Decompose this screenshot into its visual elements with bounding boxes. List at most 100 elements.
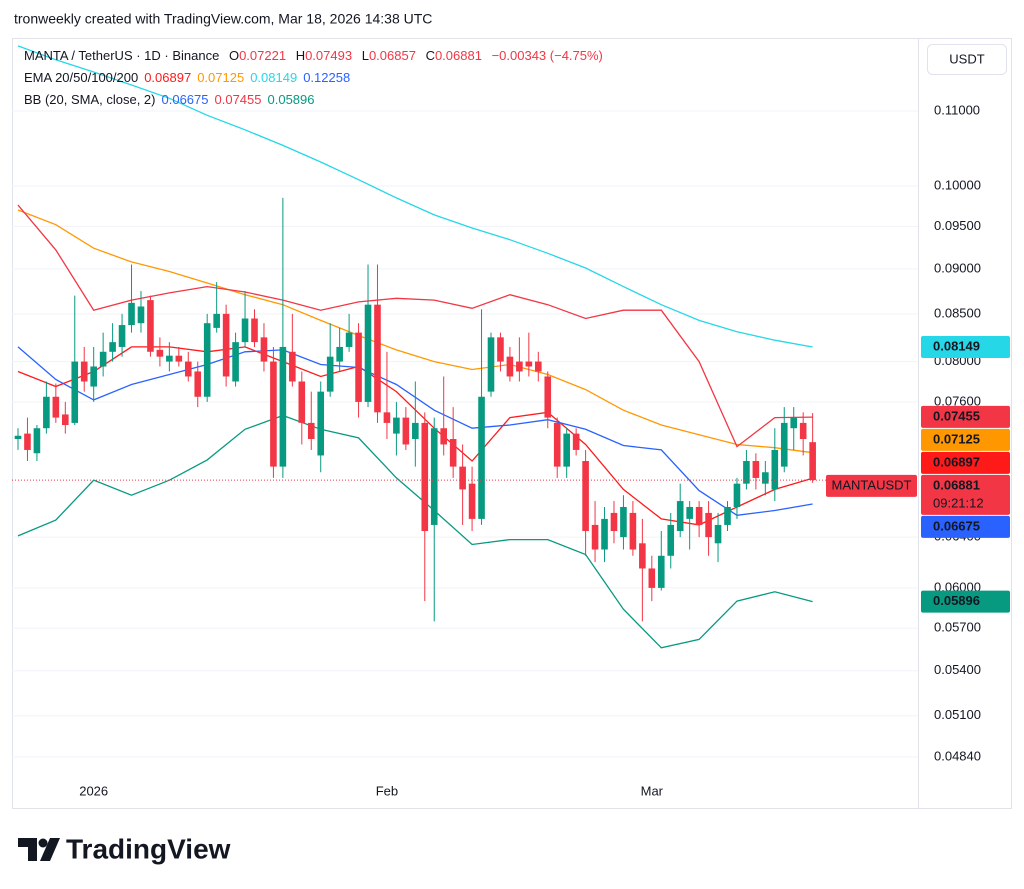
y-tick-label: 0.11000 <box>934 102 980 117</box>
candle-body <box>449 439 457 467</box>
close-value: 0.06881 <box>435 48 482 63</box>
candle-body <box>289 351 296 382</box>
candle-body <box>629 512 637 550</box>
candle-body <box>639 543 646 569</box>
currency-label[interactable]: USDT <box>949 51 984 66</box>
indicator-value: 0.07125 <box>197 70 244 85</box>
y-tick-label: 0.05100 <box>934 707 981 722</box>
candle-body <box>591 524 599 550</box>
candle-body <box>440 428 447 445</box>
price-tag <box>921 405 1010 428</box>
candle-body <box>714 524 722 544</box>
price-tags: 0.08149 0.07455 0.07125 0.06897 0.06881 09:21… <box>826 336 1010 613</box>
open-value: 0.07221 <box>239 48 286 63</box>
candle-body <box>667 524 675 556</box>
candle-body <box>610 512 618 531</box>
candle-body <box>601 518 608 550</box>
candle-body <box>657 555 665 588</box>
candle-body <box>743 461 750 484</box>
candle-body <box>421 422 429 531</box>
candle-body <box>516 361 523 372</box>
symbol-title: MANTA / TetherUS · 1D · Binance <box>24 48 219 63</box>
candle-body <box>80 361 88 382</box>
indicator-value: 0.07455 <box>215 92 262 107</box>
candle-body <box>251 318 258 343</box>
brand-name: TradingView <box>66 833 231 864</box>
candle-body <box>175 355 183 362</box>
candle-body <box>459 466 466 490</box>
candle-body <box>270 361 277 467</box>
candle-body <box>478 396 485 519</box>
y-tick-label: 0.04840 <box>934 748 981 763</box>
candle-body <box>506 356 514 377</box>
candle-body <box>525 361 533 367</box>
candle-body <box>345 332 353 347</box>
y-tick-label: 0.10000 <box>934 177 981 192</box>
candle-body <box>393 417 400 434</box>
candle-body <box>676 501 684 531</box>
candle-body <box>33 428 41 454</box>
candle-body <box>686 506 693 519</box>
price-tag <box>921 474 1010 515</box>
candle-body <box>156 349 164 357</box>
indicator-label: EMA 20/50/100/200 <box>24 70 138 85</box>
candle-body <box>52 396 60 418</box>
candle-body <box>582 461 589 531</box>
currency-button-box[interactable] <box>927 44 1007 75</box>
candle-body <box>402 417 410 445</box>
price-tag-value: 0.05896 <box>933 593 980 608</box>
indicator-value: 0.08149 <box>250 70 297 85</box>
price-tag-value: 0.07125 <box>933 431 980 446</box>
candle-body <box>222 313 230 377</box>
legend-symbol-line: MANTA / TetherUS · 1D · Binance O0.07221… <box>24 48 603 63</box>
legend: MANTA / TetherUS · 1D · Binance O0.07221… <box>24 48 603 107</box>
candle-body <box>430 428 438 525</box>
candle-body <box>412 422 419 440</box>
y-tick-label: 0.09500 <box>934 218 981 233</box>
indicator-line <box>17 414 813 649</box>
price-tag-value: 0.08149 <box>933 338 980 353</box>
candle-body <box>695 506 703 525</box>
candle-body <box>194 371 202 397</box>
x-tick-label: Feb <box>376 783 398 798</box>
candle-body <box>62 414 69 426</box>
indicator-label: BB (20, SMA, close, 2) <box>24 92 156 107</box>
candle-body <box>553 422 561 467</box>
candle-body <box>166 355 173 362</box>
candle-body <box>213 313 220 328</box>
candle-body <box>109 342 116 352</box>
candle-body <box>374 304 381 413</box>
price-tag <box>921 590 1010 613</box>
currency-button[interactable]: USDT <box>927 44 1007 75</box>
candle-body <box>468 483 476 519</box>
price-tag <box>921 515 1010 538</box>
candle-body <box>724 506 731 525</box>
price-tag <box>921 428 1010 451</box>
candle-body <box>572 433 580 450</box>
candle-body <box>762 472 769 484</box>
price-tag <box>921 336 1010 359</box>
candle-body <box>771 449 779 490</box>
price-tag-value: 0.06675 <box>933 518 980 533</box>
candle-body <box>705 512 712 538</box>
indicator-value: 0.05896 <box>268 92 315 107</box>
candle-body <box>620 506 627 538</box>
symbol-tag <box>826 474 917 497</box>
y-tick-label: 0.06000 <box>934 579 981 594</box>
symbol-tag-label: MANTAUSDT <box>832 477 912 492</box>
grid <box>12 110 918 758</box>
change-value: −0.00343 (−4.75%) <box>492 48 603 63</box>
price-tag-value: 0.06881 <box>933 477 980 492</box>
y-tick-label: 0.07600 <box>934 393 981 408</box>
ohlc-letter: O <box>229 48 239 63</box>
y-tick-label: 0.08500 <box>934 305 981 320</box>
brand-logo <box>38 838 48 848</box>
candle-body <box>118 325 126 347</box>
candle-body <box>563 433 570 467</box>
legend-indicator-line: EMA 20/50/100/200 0.06897 0.07125 0.08149 0.… <box>24 70 350 85</box>
candle-body <box>336 346 343 362</box>
brand: TradingView <box>18 833 231 864</box>
candle-body <box>497 337 504 362</box>
